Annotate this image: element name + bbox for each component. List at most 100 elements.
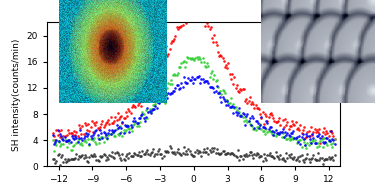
Point: [314, 145, 320, 148]
Point: [275, 155, 281, 158]
Point: [201, 14, 207, 17]
Point: [52, 142, 58, 145]
Point: [319, 157, 325, 160]
Point: [127, 110, 133, 113]
Point: [53, 139, 59, 142]
Point: [239, 114, 245, 117]
Point: [319, 134, 325, 137]
Point: [190, 11, 196, 14]
Point: [309, 157, 315, 160]
Point: [152, 103, 158, 106]
Point: [108, 116, 114, 119]
Point: [131, 105, 137, 108]
Point: [182, 152, 188, 155]
Point: [136, 124, 142, 127]
Point: [240, 87, 246, 90]
Point: [297, 142, 304, 145]
Point: [165, 151, 171, 154]
Point: [245, 119, 251, 122]
Point: [241, 154, 247, 157]
Point: [163, 45, 169, 47]
Point: [282, 159, 288, 162]
Point: [102, 124, 108, 127]
Point: [302, 157, 308, 160]
Point: [128, 112, 134, 115]
Point: [164, 87, 170, 90]
Point: [116, 118, 122, 121]
Point: [256, 155, 262, 158]
Point: [192, 57, 198, 60]
Point: [229, 72, 235, 75]
Point: [208, 25, 214, 28]
Point: [128, 123, 134, 126]
Point: [148, 85, 154, 88]
Point: [85, 122, 91, 125]
Point: [274, 132, 280, 135]
Point: [241, 113, 247, 116]
Point: [96, 127, 102, 130]
Point: [293, 159, 299, 162]
Point: [194, 76, 200, 79]
Point: [158, 98, 164, 101]
Point: [288, 124, 294, 127]
Point: [217, 95, 223, 98]
Point: [74, 158, 81, 161]
Point: [110, 121, 116, 124]
Point: [271, 157, 277, 160]
Point: [60, 143, 67, 146]
Point: [105, 158, 111, 161]
Point: [280, 128, 286, 131]
Point: [203, 80, 209, 83]
Point: [285, 128, 291, 131]
Point: [196, 13, 202, 16]
Point: [187, 78, 193, 81]
Point: [231, 105, 237, 108]
Point: [178, 61, 184, 64]
Point: [97, 126, 103, 129]
Point: [269, 154, 275, 157]
Point: [254, 152, 260, 155]
Point: [262, 133, 268, 136]
Point: [332, 143, 338, 146]
Point: [170, 90, 176, 93]
Point: [188, 58, 194, 61]
Point: [230, 152, 236, 155]
Point: [123, 154, 129, 157]
Point: [212, 90, 218, 93]
Point: [267, 152, 273, 155]
Point: [108, 155, 114, 158]
Point: [218, 151, 225, 154]
Point: [98, 136, 104, 139]
Point: [245, 119, 251, 122]
Point: [261, 122, 267, 125]
Point: [84, 134, 90, 137]
Point: [94, 136, 101, 139]
Point: [169, 151, 175, 154]
Point: [212, 40, 218, 43]
Point: [164, 55, 170, 58]
Point: [185, 148, 191, 151]
Point: [93, 128, 99, 131]
Point: [99, 137, 105, 140]
Point: [330, 141, 336, 144]
Point: [264, 154, 270, 157]
Point: [67, 141, 73, 144]
Point: [240, 111, 246, 114]
Point: [78, 155, 84, 158]
Point: [307, 138, 313, 141]
Point: [81, 156, 87, 159]
Point: [281, 135, 287, 138]
Point: [236, 158, 242, 161]
Point: [329, 156, 335, 159]
Point: [105, 131, 111, 134]
Point: [163, 93, 169, 96]
Point: [236, 107, 242, 110]
Point: [279, 136, 285, 139]
Point: [303, 132, 309, 135]
Point: [196, 149, 202, 152]
Point: [177, 153, 183, 156]
Point: [262, 127, 268, 130]
Point: [160, 62, 166, 65]
Point: [277, 123, 284, 126]
Point: [277, 153, 284, 156]
